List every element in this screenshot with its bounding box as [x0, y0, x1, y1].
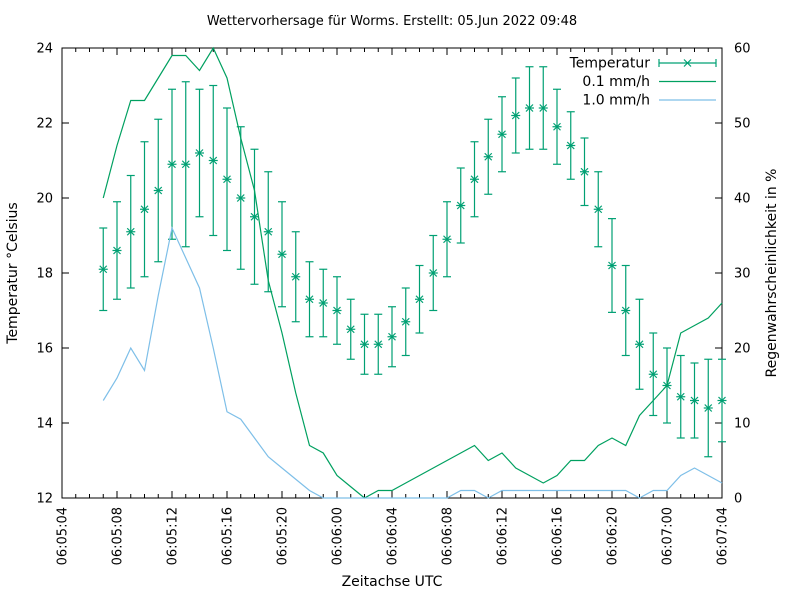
plot-area: 06:05:04 06:05:08 06:05:12 06:05:16 06:05:20… — [36, 42, 750, 566]
y-left-tick-label: 12 — [36, 492, 53, 507]
y-right-tick-label: 20 — [734, 342, 751, 357]
x-tick-label: 06:06:20 — [606, 507, 621, 565]
chart-title: Wettervorhersage für Worms. Erstellt: 05… — [207, 14, 577, 29]
legend-label: 1.0 mm/h — [582, 93, 650, 109]
plot-border — [61, 47, 723, 499]
y-right-tick-label: 50 — [734, 117, 751, 132]
legend-label: 0.1 mm/h — [582, 74, 650, 90]
series-line — [102, 226, 723, 499]
x-axis-label: Zeitachse UTC — [342, 574, 443, 590]
legend-marker-sample — [683, 59, 692, 67]
series-line — [102, 46, 723, 499]
legend-label: Temperatur — [569, 56, 651, 72]
y-left-tick-label: 22 — [36, 117, 53, 132]
y-right-axis-label: Regenwahrscheinlichkeit in % — [764, 169, 780, 378]
y-right-tick-label: 30 — [734, 267, 751, 282]
y-left-tick-label: 14 — [36, 417, 53, 432]
x-tick-label: 06:06:08 — [441, 507, 456, 565]
y-left-axis-label: Temperatur °Celsius — [5, 202, 21, 344]
x-tick-label: 06:05:04 — [56, 507, 71, 565]
series-1-0-mm-h — [102, 226, 723, 499]
y-right-tick-label: 40 — [734, 192, 751, 207]
x-tick-label: 06:05:20 — [276, 507, 291, 565]
x-tick-label: 06:06:04 — [386, 507, 401, 565]
x-tick-label: 06:05:08 — [111, 507, 126, 565]
series-temperatur — [98, 66, 727, 458]
x-tick-label: 06:06:00 — [331, 507, 346, 565]
x-tick-label: 06:05:16 — [221, 507, 236, 565]
y-left-tick-label: 18 — [36, 267, 53, 282]
y-left-tick-label: 20 — [36, 192, 53, 207]
y-left-tick-label: 24 — [36, 42, 53, 57]
x-tick-label: 06:06:16 — [551, 507, 566, 565]
y-right-tick-label: 60 — [734, 42, 751, 57]
y-right-tick-label: 0 — [734, 492, 742, 507]
y-left-tick-label: 16 — [36, 342, 53, 357]
x-tick-label: 06:05:12 — [166, 507, 181, 565]
legend: Temperatur 0.1 mm/h 1.0 mm/h — [569, 56, 717, 109]
x-tick-label: 06:07:04 — [716, 507, 731, 565]
y-right-tick-label: 10 — [734, 417, 751, 432]
series-0-1-mm-h — [102, 46, 723, 499]
x-tick-label: 06:06:12 — [496, 507, 511, 565]
x-tick-label: 06:07:00 — [661, 507, 676, 565]
